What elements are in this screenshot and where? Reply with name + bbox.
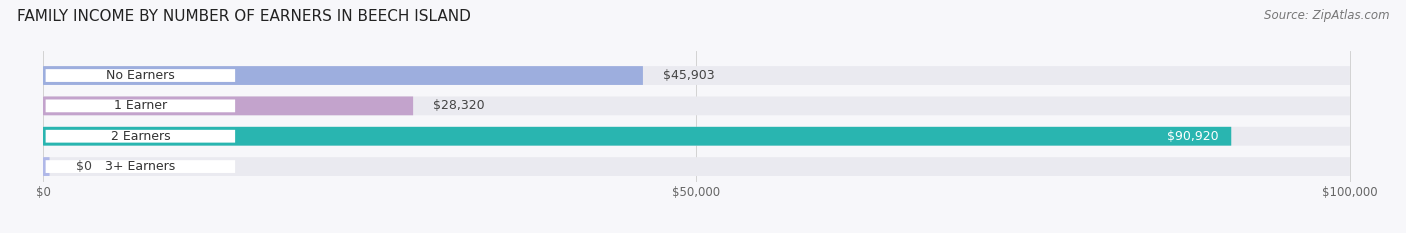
Text: $0: $0 [76,160,91,173]
Text: 1 Earner: 1 Earner [114,99,167,112]
FancyBboxPatch shape [45,69,235,82]
FancyBboxPatch shape [45,99,235,112]
Text: $45,903: $45,903 [662,69,714,82]
FancyBboxPatch shape [44,96,1350,115]
Text: 2 Earners: 2 Earners [111,130,170,143]
FancyBboxPatch shape [44,96,413,115]
Text: Source: ZipAtlas.com: Source: ZipAtlas.com [1264,9,1389,22]
FancyBboxPatch shape [44,157,1350,176]
Text: $90,920: $90,920 [1167,130,1218,143]
Text: 3+ Earners: 3+ Earners [105,160,176,173]
FancyBboxPatch shape [45,130,235,143]
FancyBboxPatch shape [45,160,235,173]
FancyBboxPatch shape [44,66,1350,85]
Text: No Earners: No Earners [105,69,174,82]
FancyBboxPatch shape [44,127,1232,146]
FancyBboxPatch shape [44,157,49,176]
Text: FAMILY INCOME BY NUMBER OF EARNERS IN BEECH ISLAND: FAMILY INCOME BY NUMBER OF EARNERS IN BE… [17,9,471,24]
Text: $28,320: $28,320 [433,99,484,112]
FancyBboxPatch shape [44,127,1350,146]
FancyBboxPatch shape [44,66,643,85]
